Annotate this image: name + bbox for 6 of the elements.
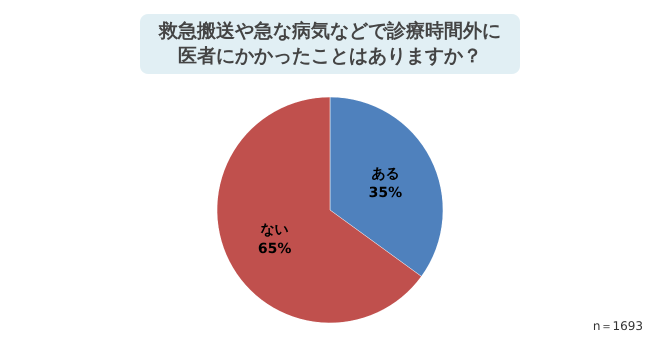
data-label: 35% (368, 184, 402, 201)
chart-title: 救急搬送や急な病気などで診療時間外に医者にかかったことはありますか？ (159, 19, 501, 69)
text: n＝1693 (592, 319, 643, 333)
slice-label: ない (260, 222, 289, 238)
slice-label: ある (371, 166, 400, 182)
data-label: 65% (258, 241, 292, 258)
